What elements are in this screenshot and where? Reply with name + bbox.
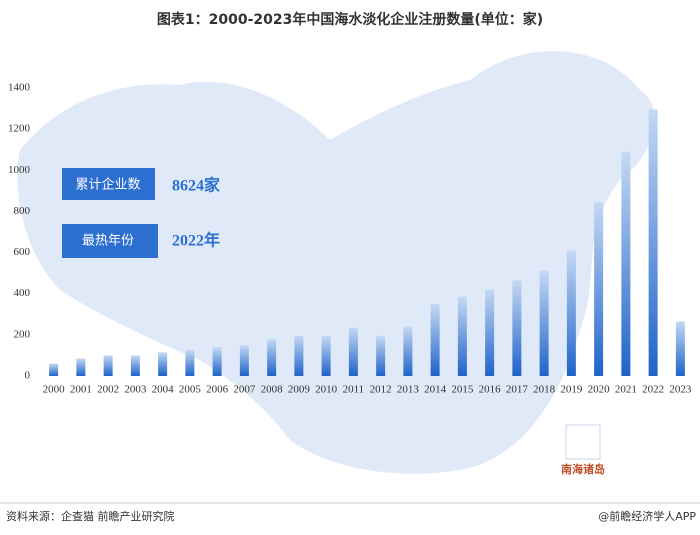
x-tick-label: 2010: [315, 384, 338, 396]
y-tick-label: 200: [14, 328, 31, 340]
y-tick-label: 800: [14, 205, 31, 217]
bar: [648, 109, 658, 376]
bar: [403, 326, 413, 376]
chart-title: 图表1：2000-2023年中国海水淡化企业注册数量(单位：家): [157, 11, 543, 28]
bar: [103, 355, 113, 376]
bar: [158, 352, 168, 376]
x-tick-label: 2001: [70, 384, 92, 396]
y-tick-label: 1200: [8, 123, 31, 135]
y-tick-label: 0: [25, 370, 31, 382]
x-tick-label: 2005: [179, 384, 202, 396]
bar: [49, 363, 59, 376]
bar: [267, 338, 277, 376]
map-label: 南海诸岛: [561, 462, 605, 476]
y-tick-label: 1000: [8, 164, 31, 176]
x-tick-label: 2021: [615, 384, 637, 396]
bar: [321, 335, 331, 376]
x-tick-label: 2007: [233, 384, 256, 396]
x-tick-label: 2003: [124, 384, 147, 396]
map-background: [17, 51, 655, 474]
bar: [294, 335, 304, 376]
x-tick-label: 2013: [397, 384, 420, 396]
map-inset: [565, 424, 601, 460]
x-tick-label: 2009: [288, 384, 311, 396]
bar: [212, 347, 222, 376]
bar: [594, 202, 604, 376]
x-tick-label: 2023: [669, 384, 692, 396]
annotation-label: 最热年份: [82, 234, 134, 249]
banner: [62, 168, 155, 200]
bar: [430, 304, 440, 376]
bar: [539, 271, 549, 376]
x-tick-label: 2011: [343, 384, 365, 396]
bar: [185, 350, 195, 376]
x-tick-label: 2017: [506, 384, 529, 396]
x-tick-label: 2015: [451, 384, 474, 396]
x-tick-label: 2012: [370, 384, 392, 396]
banner: [62, 224, 158, 258]
x-tick-label: 2022: [642, 384, 664, 396]
x-tick-label: 2006: [206, 384, 229, 396]
x-tick-label: 2008: [261, 384, 284, 396]
bar: [376, 335, 386, 376]
x-tick-label: 2016: [479, 384, 502, 396]
annotation-label: 累计企业数: [75, 177, 140, 193]
bar: [239, 345, 249, 376]
x-tick-label: 2019: [560, 384, 583, 396]
bar: [566, 250, 576, 376]
x-tick-label: 2014: [424, 384, 447, 396]
bar: [512, 280, 522, 376]
source: 资料来源：企查猫 前瞻产业研究院: [6, 509, 175, 523]
y-tick-label: 600: [14, 246, 31, 258]
y-tick-label: 1400: [8, 82, 31, 94]
credit: @前瞻经济学人APP: [598, 509, 696, 523]
bar: [76, 358, 86, 376]
bar: [485, 289, 495, 376]
bar: [675, 321, 685, 376]
bar: [130, 355, 140, 376]
x-tick-label: 2002: [97, 384, 119, 396]
x-tick-label: 2020: [588, 384, 611, 396]
y-tick-label: 400: [14, 287, 31, 299]
annotation-value: 8624家: [172, 176, 221, 195]
bar: [621, 151, 631, 376]
x-tick-label: 2004: [152, 384, 175, 396]
x-tick-label: 2018: [533, 384, 556, 396]
bar: [348, 327, 358, 376]
annotation-value: 2022年: [172, 231, 220, 250]
x-tick-label: 2000: [43, 384, 66, 396]
bar: [457, 296, 467, 376]
